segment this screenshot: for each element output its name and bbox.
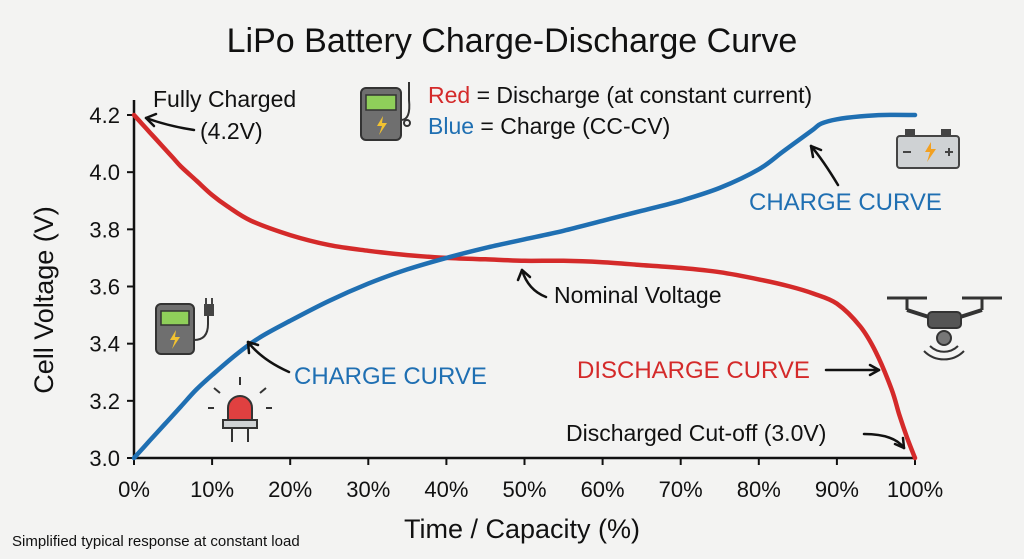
charge-curve-line	[131, 112, 918, 461]
legend-red-entry: Red = Discharge (at constant current)	[428, 82, 812, 108]
series-layer	[131, 112, 918, 461]
x-tick-label: 0%	[118, 477, 150, 502]
battery-meter-icon	[360, 82, 411, 141]
y-tick-label: 3.0	[89, 446, 120, 471]
footnote: Simplified typical response at constant …	[12, 533, 300, 550]
discharge-curve-line	[131, 112, 918, 461]
arrow-discharge-head	[868, 363, 881, 377]
legend-blue-entry: Blue = Charge (CC-CV)	[428, 113, 670, 139]
arrow-charge-upper	[809, 144, 840, 187]
x-tick-label: 60%	[581, 477, 625, 502]
y-tick-label: 4.0	[89, 160, 120, 185]
legend-blue-word: Blue	[428, 113, 474, 139]
x-tick-label: 100%	[887, 477, 943, 502]
x-tick-label: 80%	[737, 477, 781, 502]
legend-red-text: = Discharge (at constant current)	[470, 82, 812, 108]
arrow-fully-charged	[144, 116, 196, 132]
annotation-fully-charged-value: (4.2V)	[200, 118, 263, 144]
x-tick-label: 20%	[268, 477, 312, 502]
y-axis-ticks: 3.0 3.2 3.4 3.6 3.8 4.0 4.2	[89, 103, 134, 471]
arrow-nominal-head	[516, 268, 532, 282]
x-tick-label: 90%	[815, 477, 859, 502]
annotation-nominal-voltage: Nominal Voltage	[554, 282, 722, 308]
x-axis-ticks: 0% 10% 20% 30% 40% 50% 60% 70% 80% 90% 100%	[118, 458, 943, 502]
annotation-charge-curve-lower: CHARGE CURVE	[294, 363, 487, 390]
legend: Red = Discharge (at constant current) Bl…	[428, 82, 812, 139]
y-tick-label: 3.6	[89, 275, 120, 300]
x-tick-label: 30%	[346, 477, 390, 502]
arrow-nominal	[520, 268, 548, 299]
arrow-charge-lower	[246, 340, 291, 374]
annotation-charge-curve-upper: CHARGE CURVE	[749, 189, 942, 216]
y-tick-label: 3.2	[89, 389, 120, 414]
arrow-charge-upper-head	[809, 144, 823, 159]
y-tick-label: 4.2	[89, 103, 120, 128]
charger-icon	[155, 298, 214, 355]
arrow-fully-charged-head	[144, 112, 158, 128]
y-axis-title: Cell Voltage (V)	[29, 206, 59, 394]
legend-red-word: Red	[428, 82, 470, 108]
x-tick-label: 50%	[502, 477, 546, 502]
battery-icon	[896, 129, 960, 169]
annotation-cutoff: Discharged Cut-off (3.0V)	[566, 420, 826, 446]
y-tick-label: 3.4	[89, 332, 120, 357]
annotation-fully-charged: Fully Charged	[153, 86, 296, 112]
arrow-charge-lower-head	[246, 340, 260, 355]
x-tick-label: 70%	[659, 477, 703, 502]
annotation-arrows	[144, 112, 906, 450]
annotation-discharge-curve: DISCHARGE CURVE	[577, 357, 810, 384]
x-axis-title: Time / Capacity (%)	[404, 514, 640, 544]
arrow-cutoff-head	[893, 436, 906, 450]
x-tick-label: 10%	[190, 477, 234, 502]
x-tick-label: 40%	[424, 477, 468, 502]
warning-light-icon	[208, 377, 272, 442]
legend-blue-text: = Charge (CC-CV)	[474, 113, 670, 139]
drone-icon	[887, 296, 1002, 361]
chart-title: LiPo Battery Charge-Discharge Curve	[227, 22, 798, 60]
y-tick-label: 3.8	[89, 217, 120, 242]
